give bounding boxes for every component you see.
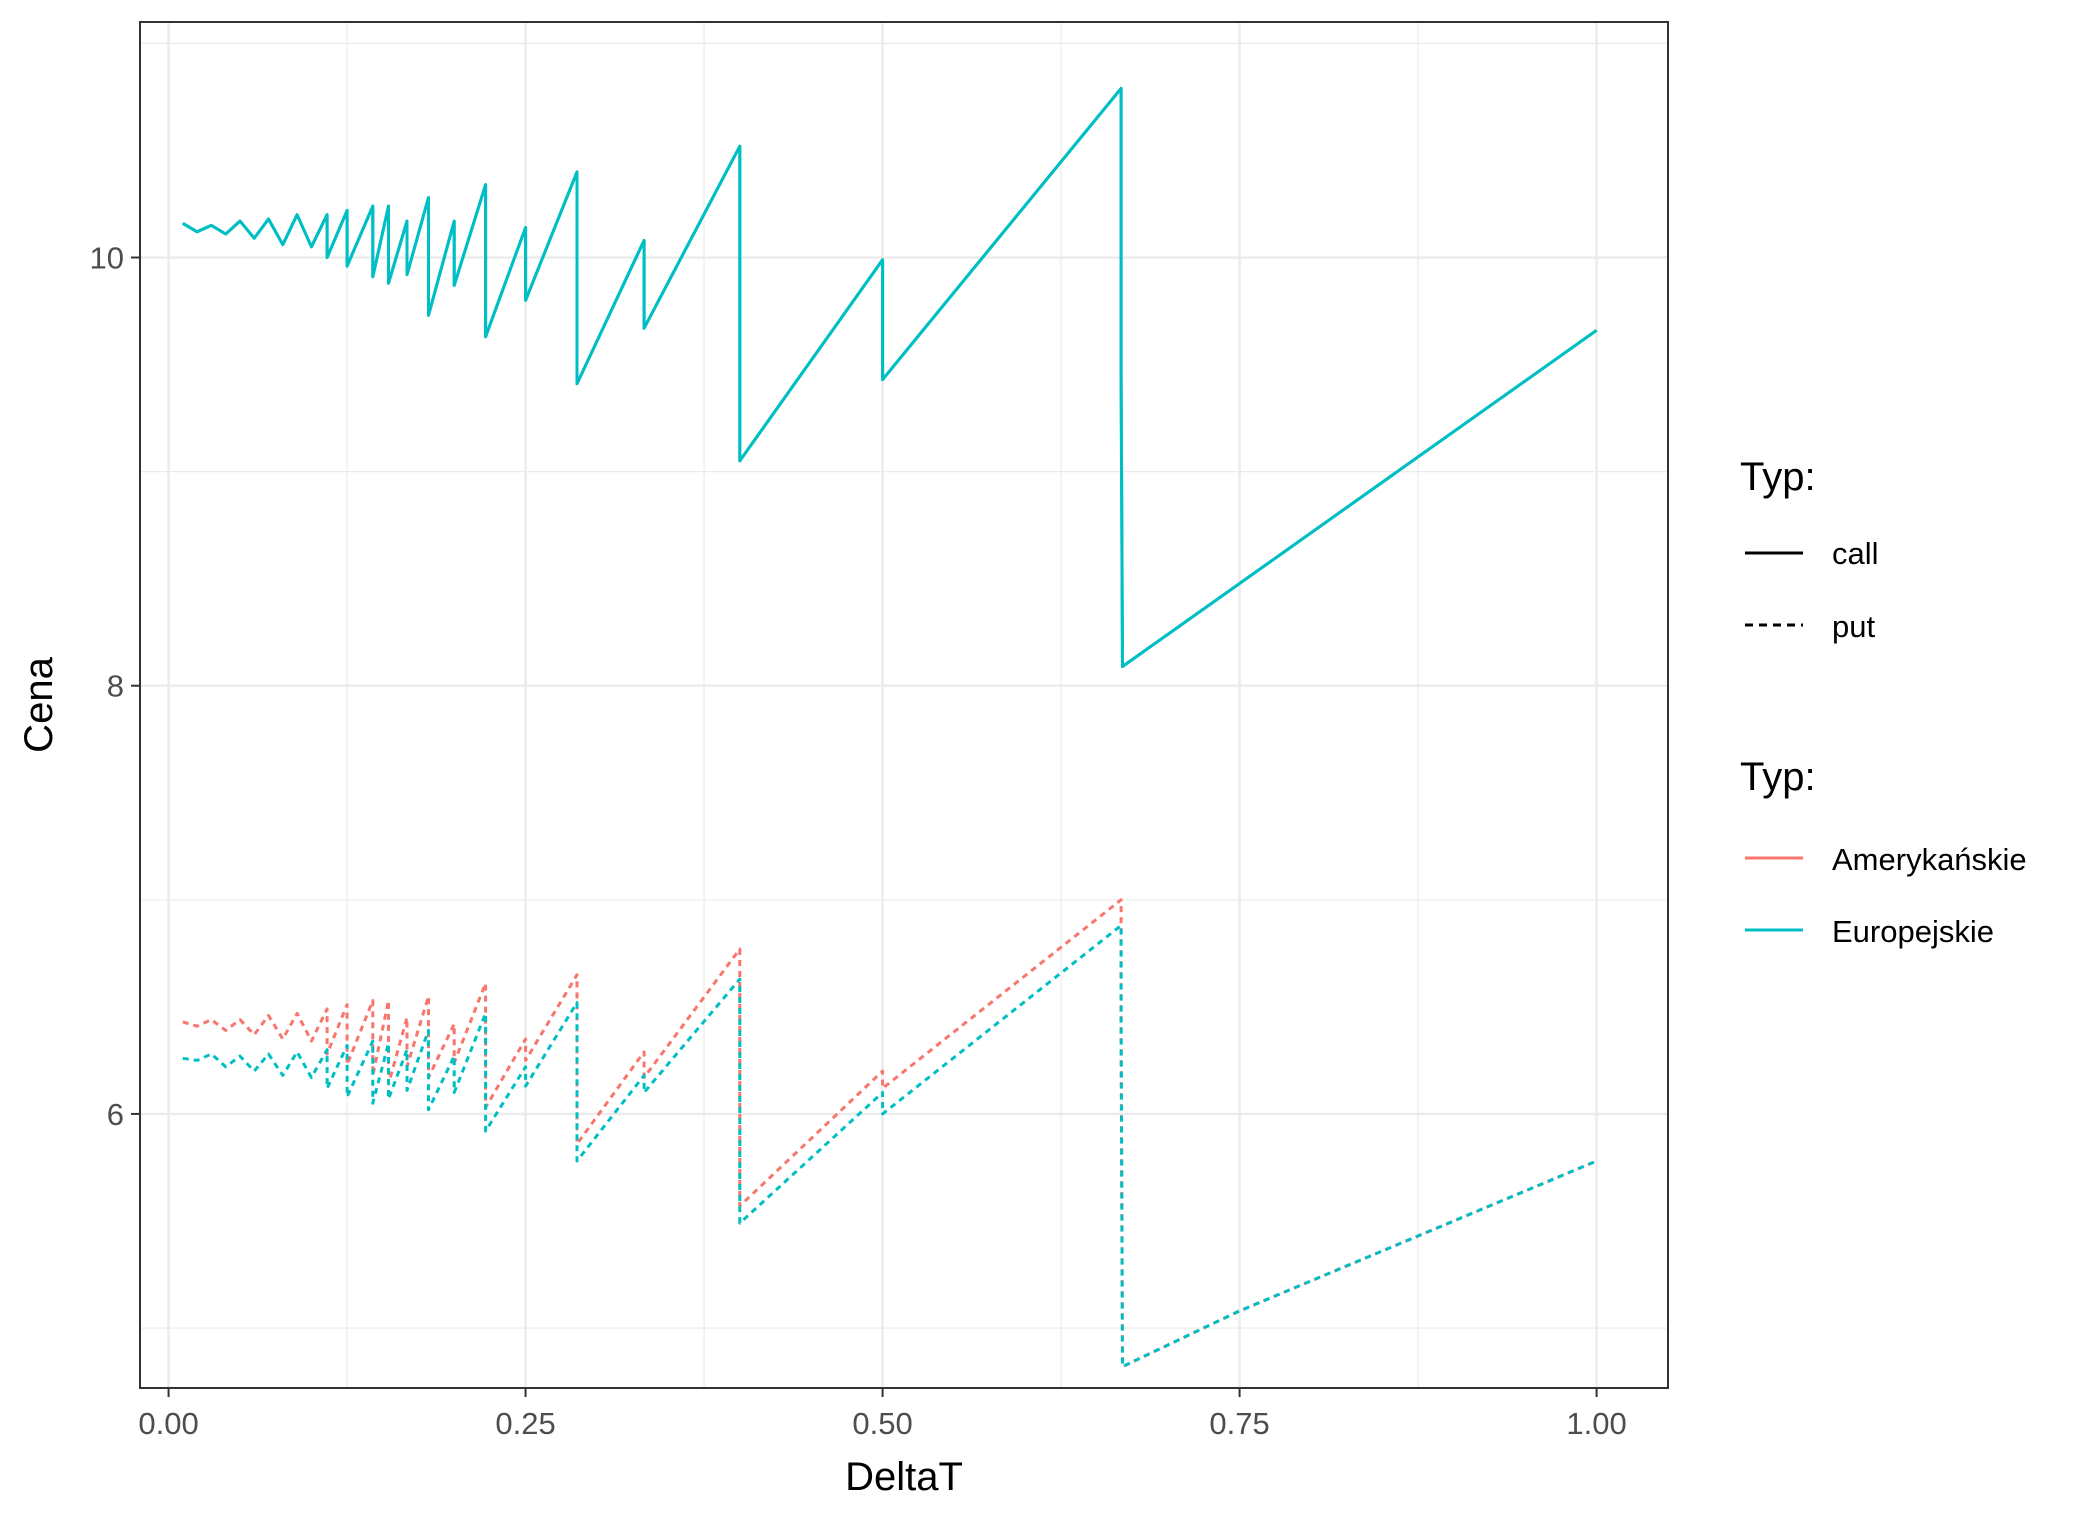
- y-tick-label: 10: [90, 241, 124, 276]
- series-layer: [182, 86, 1598, 1369]
- legend-label: Europejskie: [1832, 914, 1994, 949]
- series-line: [182, 86, 1598, 668]
- y-tick-label: 6: [107, 1097, 124, 1132]
- legend-title: Typ:: [1740, 455, 1816, 499]
- x-axis: 0.00 0.25 0.50 0.75 1.00: [138, 1388, 1627, 1441]
- x-tick-label: 0.75: [1209, 1406, 1269, 1441]
- y-axis: 6 8 10: [90, 241, 140, 1132]
- y-axis-title: Cena: [17, 656, 61, 752]
- grid-major: [140, 22, 1668, 1388]
- x-tick-label: 0.00: [138, 1406, 198, 1441]
- legend-title: Typ:: [1740, 755, 1816, 799]
- panel-background: [140, 22, 1668, 1388]
- x-axis-title: DeltaT: [845, 1455, 963, 1499]
- legend-label: call: [1832, 536, 1879, 571]
- panel-border: [139, 21, 1669, 1389]
- x-tick-label: 0.25: [495, 1406, 555, 1441]
- legend-label: put: [1832, 609, 1875, 644]
- legend-label: Amerykańskie: [1832, 842, 2027, 877]
- y-tick-label: 8: [107, 669, 124, 704]
- legend-color: Typ: Amerykańskie Europejskie: [1740, 755, 2027, 949]
- series-line: [182, 924, 1598, 1369]
- legend-linetype: Typ: call put: [1740, 455, 1879, 644]
- series-line: [182, 898, 1598, 1369]
- x-tick-label: 1.00: [1566, 1406, 1626, 1441]
- grid-minor: [140, 22, 1668, 1388]
- x-tick-label: 0.50: [852, 1406, 912, 1441]
